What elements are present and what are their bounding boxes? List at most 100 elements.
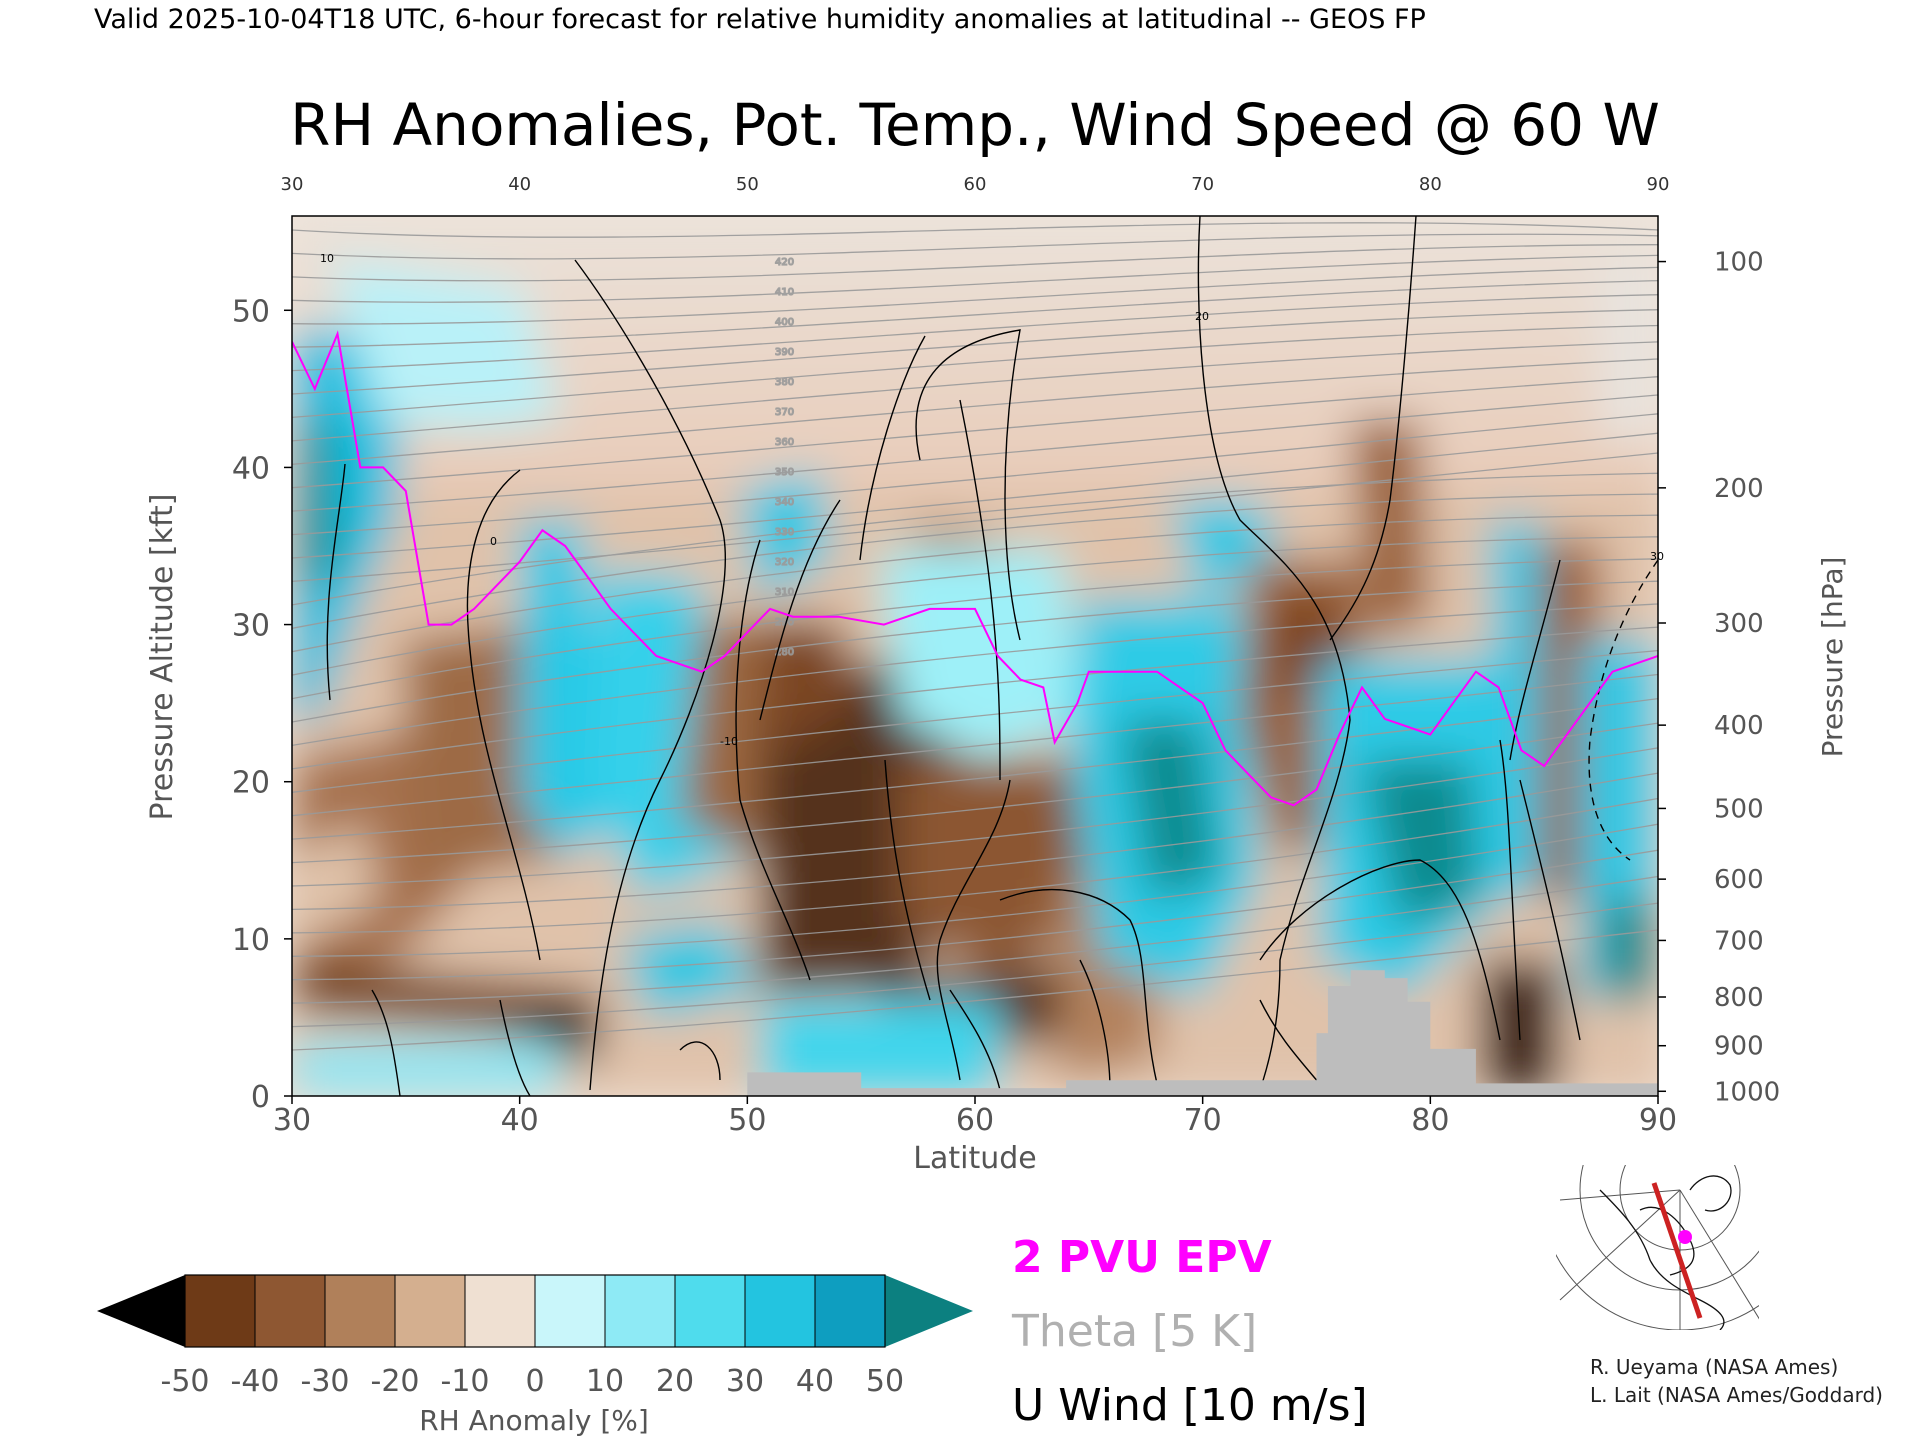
- wind-contour: [1329, 216, 1417, 641]
- theta-line: [292, 244, 1658, 282]
- pressure-tick-label: 700: [1714, 926, 1764, 956]
- wind-contour: [1509, 559, 1561, 761]
- theta-line: [292, 722, 1658, 864]
- wind-contour: [1079, 959, 1111, 1091]
- theta-line: [292, 413, 1658, 536]
- pressure-tick-label: 900: [1714, 1032, 1764, 1062]
- terrain-mask: [747, 970, 1658, 1096]
- y-axis-left: 0 10 20 30 40 50: [232, 294, 292, 1115]
- wind-contour: [1259, 859, 1501, 1041]
- theta-line: [292, 580, 1658, 723]
- wind-label: -10: [720, 735, 738, 748]
- x-tick-label-top: 60: [964, 174, 987, 195]
- wind-contour: [759, 499, 841, 721]
- theta-line: [292, 233, 1658, 260]
- theta-line: [292, 823, 1658, 957]
- theta-label: 290: [775, 617, 794, 628]
- theta-line: [292, 493, 1658, 629]
- plot-area: 420 410 400 390 380 370 360 350 340 330 320 310 290 2…: [291, 215, 1659, 1097]
- colorbar-tick-label: 50: [866, 1364, 904, 1399]
- theta-line: [292, 849, 1658, 981]
- x-axis-label: Latitude: [913, 1141, 1036, 1176]
- x-tick-label: 50: [728, 1103, 766, 1138]
- pressure-tick-label: 200: [1714, 474, 1764, 504]
- colorbar-label: RH Anomaly [%]: [419, 1404, 649, 1437]
- theta-line: [292, 536, 1658, 676]
- theta-label: 310: [775, 587, 794, 598]
- x-tick-label: 80: [1411, 1103, 1449, 1138]
- colorbar-segment: [185, 1275, 256, 1347]
- x-axis: 30 40 50 60 70 80 90: [273, 1096, 1677, 1138]
- colorbar-segment: [605, 1275, 676, 1347]
- colorbar-segment: [535, 1275, 606, 1347]
- credit-1: R. Ueyama (NASA Ames): [1590, 1355, 1838, 1379]
- x-tick-label: 60: [956, 1103, 994, 1138]
- wind-contour: [371, 989, 401, 1096]
- theta-line: [292, 697, 1658, 840]
- header-text: Valid 2025-10-04T18 UTC, 6-hour forecast…: [94, 4, 1426, 35]
- wind-contour: [959, 399, 1001, 781]
- theta-line: [292, 254, 1658, 303]
- theta-line: [292, 222, 1658, 238]
- theta-line: [292, 797, 1658, 934]
- section-marker: [1678, 1230, 1692, 1244]
- y-tick-label: 20: [232, 766, 270, 801]
- theta-line: [292, 747, 1658, 887]
- colorbar-tick-label: -30: [301, 1364, 350, 1399]
- wind-contour-dashed: [1588, 559, 1658, 861]
- wind-contour: [859, 335, 926, 561]
- theta-line: [292, 266, 1658, 325]
- x-tick-label: 70: [1184, 1103, 1222, 1138]
- credit-2: L. Lait (NASA Ames/Goddard): [1590, 1383, 1883, 1407]
- wind-contour: [915, 329, 1021, 641]
- x-tick-label: 30: [273, 1103, 311, 1138]
- theta-label: 370: [775, 407, 794, 418]
- theta-line: [292, 432, 1658, 559]
- y-tick-label: 30: [232, 609, 270, 644]
- rh-anomaly-field: [292, 216, 1658, 1096]
- legend: 2 PVU EPV Theta [5 K] U Wind [10 m/s]: [1011, 1232, 1368, 1431]
- y-tick-label: 0: [251, 1080, 270, 1115]
- theta-line: [292, 394, 1658, 512]
- theta-line: [292, 649, 1658, 793]
- theta-line: [292, 341, 1658, 442]
- colorbar-tick-label: -20: [371, 1364, 420, 1399]
- theta-line: [292, 472, 1658, 606]
- wind-contour: [679, 1041, 721, 1081]
- wind-contour: [735, 539, 811, 981]
- x-tick-label: 90: [1639, 1103, 1677, 1138]
- colorbar-segment: [255, 1275, 326, 1347]
- colorbar-tick-label: 20: [656, 1364, 694, 1399]
- theta-line: [292, 603, 1658, 747]
- wind-contour: [884, 759, 931, 1001]
- theta-line: [292, 376, 1658, 489]
- theta-label: 420: [775, 257, 794, 268]
- wind-contour: [466, 469, 541, 961]
- y-tick-label: 10: [232, 923, 270, 958]
- colorbar-segment: [465, 1275, 536, 1347]
- x-tick-label-top: 30: [281, 174, 304, 195]
- colorbar-segment: [325, 1275, 396, 1347]
- legend-epv: 2 PVU EPV: [1012, 1232, 1272, 1283]
- section-line: [1651, 1182, 1703, 1319]
- theta-line: [292, 294, 1658, 372]
- x-tick-label-top: 80: [1419, 174, 1442, 195]
- theta-line: [292, 875, 1658, 1004]
- colorbar-tick-label: -40: [231, 1364, 280, 1399]
- chart-title: RH Anomalies, Pot. Temp., Wind Speed @ 6…: [290, 91, 1660, 159]
- theta-label: 320: [775, 557, 794, 568]
- epv-2pvu-line: [292, 330, 1658, 807]
- pressure-tick-label: 800: [1714, 983, 1764, 1013]
- wind-contour: [574, 259, 727, 1091]
- wind-contour: [499, 999, 531, 1096]
- theta-isentropes: 420 410 400 390 380 370 360 350 340 330 320 310 290 2…: [292, 222, 1658, 1051]
- wind-label: 30: [1650, 550, 1664, 563]
- colorbar: -50 -40 -30 -20 -10 0 10 20 30 40 50: [97, 1274, 973, 1399]
- x-tick-label-top: 40: [508, 174, 531, 195]
- pressure-tick-label: 400: [1714, 711, 1764, 741]
- colorbar-tick-label: 30: [726, 1364, 764, 1399]
- theta-label: 340: [775, 497, 794, 508]
- theta-label: 360: [775, 437, 794, 448]
- polar-map-icon: [1556, 1165, 1759, 1330]
